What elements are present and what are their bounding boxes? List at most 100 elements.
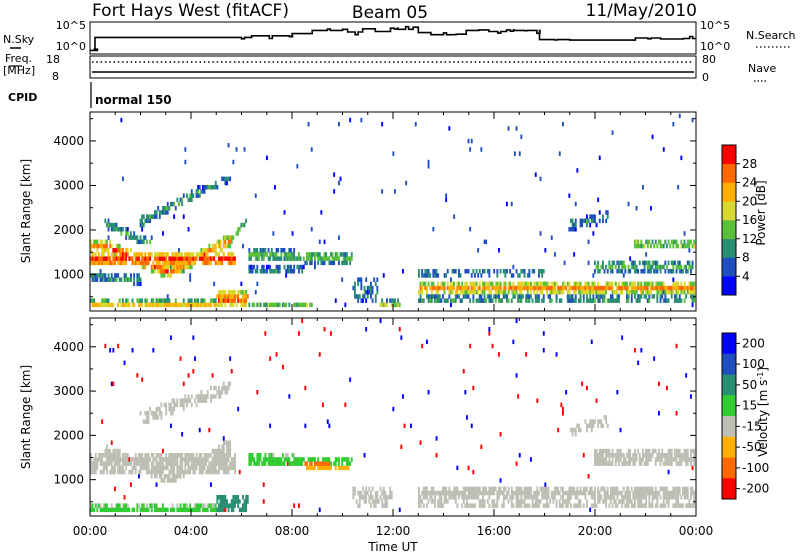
data-cell xyxy=(221,507,224,513)
data-cell xyxy=(544,281,547,287)
data-cell xyxy=(334,465,337,471)
data-cell xyxy=(358,503,361,508)
data-cell xyxy=(206,252,209,257)
data-cell xyxy=(229,444,232,450)
data-cell xyxy=(667,503,670,508)
data-cell xyxy=(102,461,105,466)
data-cell xyxy=(680,290,683,295)
data-cell xyxy=(402,269,404,274)
data-cell xyxy=(104,218,107,224)
data-cell xyxy=(171,465,174,471)
data-cell xyxy=(102,260,105,266)
data-cell xyxy=(678,486,681,492)
data-cell xyxy=(182,457,185,462)
power-heatmap xyxy=(90,113,696,308)
data-cell xyxy=(522,499,524,504)
data-cell xyxy=(120,256,123,261)
data-cell xyxy=(197,302,200,308)
data-cell xyxy=(256,269,259,274)
data-cell xyxy=(648,495,651,500)
data-cell xyxy=(424,273,427,278)
data-cell xyxy=(339,465,342,471)
data-cell xyxy=(475,290,478,295)
data-cell xyxy=(102,252,105,257)
data-cell xyxy=(120,465,123,471)
data-cell xyxy=(219,448,222,454)
data-cell xyxy=(667,290,670,295)
data-cell xyxy=(158,469,161,475)
data-cell xyxy=(226,256,228,261)
data-cell xyxy=(147,415,150,420)
data-cell xyxy=(674,453,676,458)
data-cell xyxy=(99,277,102,282)
data-cell xyxy=(157,252,160,257)
data-cell xyxy=(421,281,424,287)
data-cell xyxy=(160,507,163,513)
data-cell xyxy=(106,457,108,462)
data-cell xyxy=(662,285,665,291)
data-cell xyxy=(682,269,684,274)
data-cell xyxy=(674,490,676,496)
data-cell xyxy=(219,294,222,299)
data-cell xyxy=(691,490,694,496)
data-cell xyxy=(496,294,499,299)
data-cell xyxy=(222,176,225,182)
data-cell xyxy=(173,507,176,513)
data-cell xyxy=(138,474,140,479)
data-cell xyxy=(637,490,640,496)
data-cell xyxy=(619,490,622,496)
data-cell xyxy=(530,290,532,295)
data-cell xyxy=(419,440,422,445)
data-cell xyxy=(190,256,193,261)
data-cell xyxy=(146,453,148,458)
data-cell xyxy=(112,348,115,353)
data-cell xyxy=(515,285,518,291)
data-cell xyxy=(299,302,302,308)
data-cell xyxy=(658,411,660,416)
data-cell xyxy=(382,495,385,500)
data-cell xyxy=(190,461,193,466)
data-cell xyxy=(558,285,561,291)
data-cell xyxy=(202,185,204,190)
data-cell xyxy=(171,269,174,274)
data-cell xyxy=(533,495,536,500)
data-cell xyxy=(218,290,220,295)
data-cell xyxy=(112,222,115,228)
data-cell xyxy=(645,290,648,295)
data-cell xyxy=(250,256,252,261)
data-cell xyxy=(531,495,534,500)
data-cell xyxy=(200,457,203,462)
data-cell xyxy=(184,457,187,462)
data-cell xyxy=(629,269,632,274)
data-cell xyxy=(574,294,577,299)
data-cell xyxy=(627,290,630,295)
data-cell xyxy=(536,294,539,299)
data-cell xyxy=(645,486,648,492)
data-cell xyxy=(150,264,153,270)
data-cell xyxy=(354,290,356,295)
data-cell xyxy=(467,294,470,299)
data-cell xyxy=(219,507,222,513)
data-cell xyxy=(256,461,259,466)
data-cell xyxy=(125,235,128,240)
data-cell xyxy=(285,252,288,257)
data-cell xyxy=(512,290,515,295)
data-cell xyxy=(667,495,670,500)
data-cell xyxy=(210,185,212,190)
data-cell xyxy=(651,448,654,454)
data-cell xyxy=(646,461,649,466)
data-cell xyxy=(672,239,675,245)
data-cell xyxy=(618,457,620,462)
data-cell xyxy=(112,457,115,462)
data-cell xyxy=(170,256,172,261)
data-cell xyxy=(600,457,603,462)
data-cell xyxy=(638,294,641,299)
data-cell xyxy=(566,294,569,299)
data-cell xyxy=(622,264,625,270)
data-cell xyxy=(590,427,593,433)
data-cell xyxy=(358,495,361,500)
data-cell xyxy=(570,486,572,492)
data-cell xyxy=(192,302,195,308)
data-cell xyxy=(459,298,462,303)
data-cell xyxy=(650,269,652,274)
